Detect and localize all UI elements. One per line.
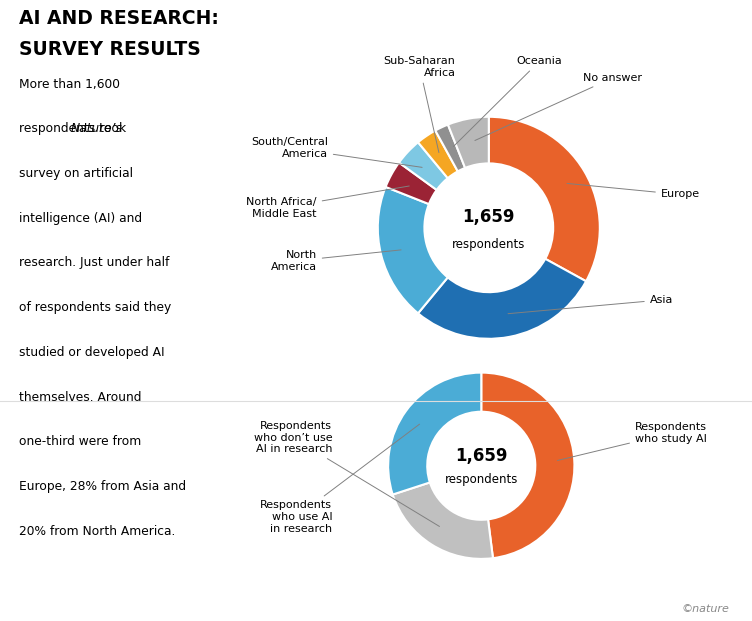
Text: 20% from North America.: 20% from North America. [19,525,175,538]
Text: survey on artificial: survey on artificial [19,167,132,180]
Wedge shape [481,373,575,558]
Text: AI AND RESEARCH:: AI AND RESEARCH: [19,9,219,29]
Text: studied or developed AI: studied or developed AI [19,346,164,359]
Text: themselves. Around: themselves. Around [19,391,141,404]
Text: respondents took: respondents took [19,122,129,135]
Text: SURVEY RESULTS: SURVEY RESULTS [19,40,200,60]
Text: 1,659: 1,659 [462,207,515,225]
Wedge shape [489,117,600,281]
Text: research. Just under half: research. Just under half [19,256,169,270]
Text: 1,659: 1,659 [455,448,508,465]
Wedge shape [418,130,458,178]
Text: Respondents
who study AI: Respondents who study AI [557,422,707,461]
Text: More than 1,600: More than 1,600 [19,78,120,91]
Text: Europe: Europe [567,183,700,199]
Wedge shape [399,142,447,190]
Wedge shape [378,187,447,314]
Text: South/Central
America: South/Central America [251,137,422,167]
Text: Europe, 28% from Asia and: Europe, 28% from Asia and [19,480,186,493]
Wedge shape [448,117,489,168]
Text: Oceania: Oceania [453,57,562,147]
Text: North Africa/
Middle East: North Africa/ Middle East [246,186,409,219]
Text: No answer: No answer [475,73,642,140]
Text: respondents: respondents [452,238,526,251]
Wedge shape [393,483,493,559]
Text: Respondents
who use AI
in research: Respondents who use AI in research [260,424,420,533]
Text: North
America: North America [271,250,401,272]
Text: Asia: Asia [508,295,673,314]
Text: Respondents
who don’t use
AI in research: Respondents who don’t use AI in research [253,421,439,527]
Text: one-third were from: one-third were from [19,435,141,448]
Wedge shape [418,259,586,339]
Wedge shape [388,373,481,494]
Text: Nature’s: Nature’s [71,122,123,135]
Wedge shape [386,163,437,204]
Text: Sub-Saharan
Africa: Sub-Saharan Africa [384,56,456,153]
Wedge shape [435,125,465,171]
Text: intelligence (AI) and: intelligence (AI) and [19,212,142,225]
Text: of respondents said they: of respondents said they [19,301,171,314]
Text: respondents: respondents [444,473,518,486]
Text: ©nature: ©nature [681,604,729,614]
